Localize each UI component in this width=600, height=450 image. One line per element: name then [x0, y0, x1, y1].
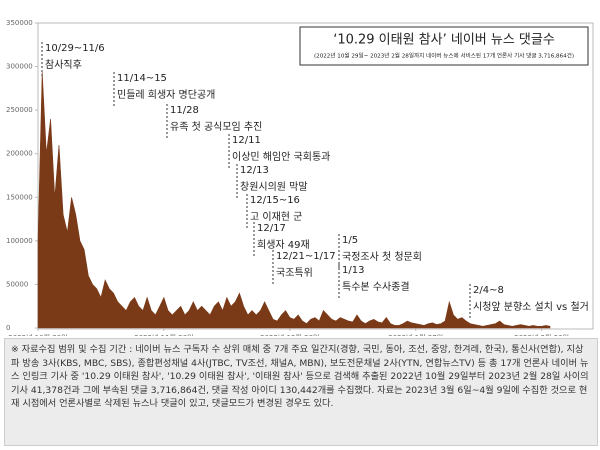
annotation-date: 12/11	[232, 135, 261, 146]
annotation-text: 국조특위	[276, 266, 313, 279]
annotation-text: 유족 첫 공식모임 추진	[170, 120, 262, 133]
annotation-date: 12/13	[240, 165, 269, 176]
annotation-date: 2/4~8	[473, 285, 504, 296]
y-tick-label: 150000	[6, 193, 33, 201]
annotation-date: 12/15~16	[250, 195, 300, 206]
x-tick-label: 2023년 1월 27일	[388, 333, 443, 336]
annotation-date: 12/17	[257, 223, 286, 234]
x-tick-label: 2022년 11월 28일	[134, 333, 193, 336]
y-tick-label: 200000	[6, 150, 33, 158]
annotation-date: 1/13	[342, 265, 364, 276]
annotation-text: 참사직후	[45, 59, 82, 71]
annotation-text: 창원시의원 막말	[240, 181, 308, 193]
annotation-date: 11/28	[170, 105, 199, 116]
x-tick-label: 2023년 2월 26일	[514, 333, 569, 336]
x-tick-label: 2022년 12월 28일	[260, 333, 319, 336]
annotation-date: 12/21~1/17	[276, 251, 336, 262]
y-tick-label: 100000	[6, 237, 33, 245]
chart: ‘10.29 이태원 참사’ 네이버 뉴스 댓글수 (2022년 10월 29일…	[6, 19, 594, 336]
plot-frame	[37, 22, 594, 330]
y-tick-label: 0	[6, 324, 10, 332]
annotation-text: 민들레 희생자 명단공개	[117, 89, 215, 101]
chart-title: ‘10.29 이태원 참사’ 네이버 뉴스 댓글수	[333, 33, 555, 48]
annotation-text: 희생자 49재	[257, 239, 310, 251]
annotation-text: 고 이재현 군	[250, 211, 302, 223]
y-tick-label: 250000	[6, 106, 33, 114]
footnote: ※ 자료수집 범위 및 수집 기간 : 네이버 뉴스 구독자 수 상위 매체 중…	[4, 338, 598, 446]
chart-subtitle: (2022년 10월 29일~ 2023년 2월 28일까지 네이버 뉴스에 서…	[314, 52, 574, 60]
y-tick-label: 300000	[6, 63, 33, 71]
y-tick-label: 50000	[6, 280, 28, 288]
annotation-text: 특수본 수사종결	[342, 281, 410, 293]
title-box	[299, 26, 589, 66]
annotation-text: 이상민 해임안 국회통과	[232, 150, 330, 163]
annotation-date: 10/29~11/6	[45, 43, 105, 54]
area	[37, 71, 551, 329]
annotation-date: 1/5	[342, 235, 358, 246]
annotation-date: 11/14~15	[117, 73, 167, 84]
annotation-text: 국정조사 첫 청문회	[342, 251, 422, 263]
annotation-text: 시청앞 분향소 설치 vs 철거	[473, 301, 589, 313]
x-tick-label: 2022년 10월 29일	[8, 333, 67, 336]
y-tick-label: 350000	[6, 19, 33, 27]
